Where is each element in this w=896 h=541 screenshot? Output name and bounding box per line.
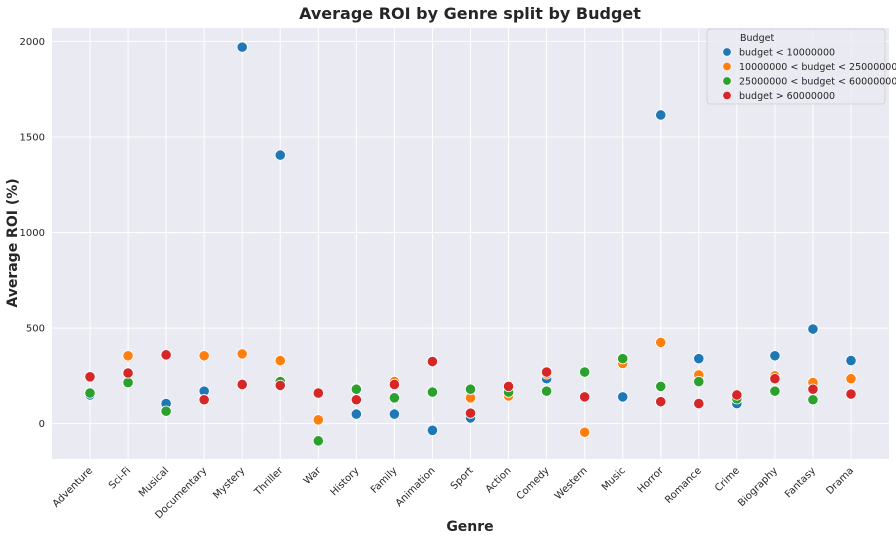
data-point [655, 336, 667, 349]
data-point [845, 373, 857, 385]
data-point [236, 378, 248, 391]
legend-entry-label: 25000000 < budget < 60000000 [739, 77, 896, 88]
x-axis-label: Genre [446, 519, 493, 535]
data-point [388, 392, 400, 404]
x-tick-label: Horror [636, 465, 667, 496]
data-point [540, 366, 553, 378]
data-point [388, 408, 400, 420]
x-tick-label: Sci-Fi [107, 465, 133, 491]
data-point [769, 385, 781, 397]
y-tick-label: 1000 [20, 228, 45, 239]
x-tick-label: Adventure [51, 465, 95, 509]
data-point [350, 408, 362, 420]
legend-marker [722, 47, 732, 57]
data-point [617, 353, 629, 365]
data-point [579, 426, 591, 438]
x-tick-label: Romance [663, 465, 704, 506]
data-point [426, 386, 439, 398]
data-point [350, 394, 362, 406]
legend-entry-label: budget < 10000000 [739, 48, 835, 59]
x-tick-label: Western [553, 465, 590, 502]
data-point [845, 388, 857, 400]
y-axis-label: Average ROI (%) [5, 178, 21, 307]
x-tick-label: Mystery [211, 465, 247, 501]
chart-title: Average ROI by Genre split by Budget [299, 4, 641, 23]
x-tick-label: History [329, 465, 362, 498]
x-tick-label: War [302, 465, 324, 487]
x-tick-label: Thriller [252, 465, 286, 499]
x-tick-label: Family [369, 465, 400, 496]
data-point [426, 355, 439, 368]
y-tick-label: 500 [26, 324, 45, 335]
data-point [198, 350, 210, 362]
data-point [160, 349, 172, 361]
data-point [84, 387, 96, 399]
data-point [807, 394, 819, 406]
legend-marker [722, 61, 732, 71]
data-point [540, 385, 553, 397]
legend-entry-label: 10000000 < budget < 25000000 [739, 62, 896, 73]
x-tick-label: Comedy [515, 465, 552, 502]
data-point [464, 383, 477, 395]
data-point [579, 366, 591, 378]
y-tick-label: 1500 [20, 132, 45, 143]
x-tick-label: Animation [394, 465, 438, 509]
x-tick-label: Biography [736, 465, 780, 509]
data-points [84, 41, 857, 447]
x-tick-label: Fantasy [783, 465, 818, 500]
data-point [84, 371, 96, 383]
data-point [617, 391, 629, 403]
data-point [426, 424, 439, 436]
data-point [845, 354, 857, 367]
data-point [693, 375, 705, 388]
legend-title: Budget [740, 33, 774, 44]
data-point [693, 353, 705, 365]
data-point [160, 405, 172, 417]
data-point [655, 109, 667, 121]
data-point [198, 394, 210, 406]
x-tick-label: Sport [449, 465, 476, 492]
data-point [312, 435, 324, 447]
data-point [388, 378, 400, 391]
data-point [236, 348, 248, 360]
x-tick-label: Action [484, 465, 514, 495]
data-point [731, 389, 743, 401]
data-point [769, 373, 781, 385]
data-point [236, 41, 248, 53]
data-point [807, 383, 819, 395]
data-point [350, 383, 362, 395]
data-point [312, 387, 324, 399]
data-point [579, 391, 591, 403]
y-tick-label: 0 [39, 419, 45, 430]
data-point [274, 149, 286, 161]
x-tick-label: Drama [824, 465, 856, 497]
legend-entry-label: budget > 60000000 [739, 91, 835, 102]
x-tick-label: Music [600, 465, 628, 493]
data-point [274, 379, 286, 392]
data-point [655, 396, 667, 408]
data-point [693, 397, 705, 410]
data-point [122, 376, 134, 389]
legend: Budget budget < 10000000 10000000 < budge… [706, 28, 896, 105]
x-tick-label: Musical [137, 465, 171, 499]
data-point [769, 350, 781, 362]
data-point [807, 323, 819, 335]
legend-marker [722, 76, 732, 86]
data-point [464, 407, 477, 419]
data-point [122, 367, 134, 379]
data-point [122, 350, 134, 362]
data-point [502, 380, 515, 392]
x-tick-label: Crime [713, 465, 742, 494]
legend-marker [722, 91, 732, 101]
data-point [312, 414, 324, 426]
data-point [274, 354, 286, 367]
legend-box [706, 28, 886, 105]
data-point [655, 380, 667, 392]
y-tick-label: 2000 [20, 37, 45, 48]
